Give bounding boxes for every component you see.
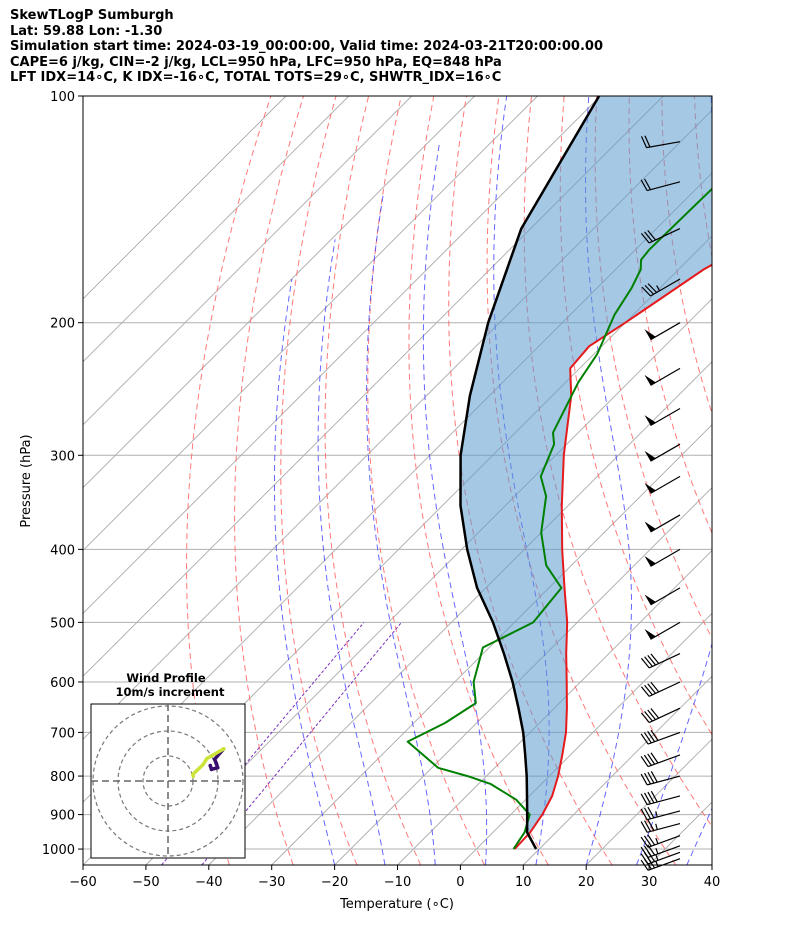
wind-barb xyxy=(640,135,681,149)
y-tick-label: 200 xyxy=(50,317,75,332)
wind-barb xyxy=(640,790,681,806)
axis-ticks: −60 −50 −40 −30 −20 −10 0 10 20 30 40 1000 900 800 700… xyxy=(42,90,720,890)
isotherm-line xyxy=(334,486,712,865)
isotherm-line xyxy=(83,96,287,300)
wind-barb xyxy=(644,407,681,427)
dry-adiabat xyxy=(324,96,422,865)
chart-header: SkewTLogP Sumburgh Lat: 59.88 Lon: -1.30… xyxy=(10,8,603,86)
isotherm-line xyxy=(83,96,475,489)
x-tick-label: −10 xyxy=(384,875,411,890)
wind-profile-inset: Wind Profile 10m/s increment xyxy=(90,671,246,859)
mixing-ratio-line xyxy=(201,622,402,865)
wind-barb xyxy=(644,548,681,567)
isotherm-line xyxy=(208,361,712,865)
wind-barb xyxy=(640,681,681,697)
x-tick-label: −20 xyxy=(321,875,348,890)
y-tick-label: 300 xyxy=(50,449,75,464)
wind-barb xyxy=(641,278,681,297)
y-tick-label: 500 xyxy=(50,616,75,631)
wind-barb xyxy=(640,834,681,848)
x-tick-label: 20 xyxy=(578,875,595,890)
wind-barb xyxy=(640,178,681,192)
x-tick-label: −60 xyxy=(69,875,96,890)
dewpoint-profile-line xyxy=(406,187,712,850)
wind-barb xyxy=(644,514,681,533)
title-location: Lat: 59.88 Lon: -1.30 xyxy=(10,23,163,39)
x-tick-label: 10 xyxy=(515,875,532,890)
wind-barb xyxy=(640,771,681,786)
title-indices: LFT IDX=14∘C, K IDX=-16∘C, TOTAL TOTS=29… xyxy=(10,70,502,86)
x-tick-label: 40 xyxy=(704,875,721,890)
dry-adiabat xyxy=(760,96,794,865)
title-station: SkewTLogP Sumburgh xyxy=(10,8,174,23)
wind-barb xyxy=(640,819,681,833)
y-tick-label: 900 xyxy=(50,809,75,824)
dry-adiabat xyxy=(367,96,485,865)
x-axis-label: Temperature (∘C) xyxy=(339,897,454,912)
wind-barb xyxy=(644,322,681,341)
y-tick-label: 800 xyxy=(50,770,75,785)
inset-title: Wind Profile xyxy=(126,671,206,685)
y-tick-label: 400 xyxy=(50,543,75,558)
wind-barb xyxy=(644,475,681,494)
hodograph-segment xyxy=(191,762,205,777)
wind-barb xyxy=(640,844,681,858)
isotherm-line xyxy=(711,864,712,865)
wind-barb xyxy=(644,587,681,606)
isotherm-line xyxy=(83,96,538,552)
isotherm-line xyxy=(83,96,413,426)
wind-barb xyxy=(644,367,681,386)
parcel-profile-line xyxy=(459,96,601,850)
dry-adiabat xyxy=(234,96,304,865)
x-tick-label: −50 xyxy=(132,875,159,890)
moist-adiabat xyxy=(422,141,488,865)
x-tick-label: −40 xyxy=(195,875,222,890)
wind-barb xyxy=(640,752,681,768)
cape-shaded-area xyxy=(460,96,712,833)
y-tick-label: 600 xyxy=(50,676,75,691)
title-cape: CAPE=6 j/kg, CIN=-2 j/kg, LCL=950 hPa, L… xyxy=(10,54,502,70)
dry-adiabat xyxy=(727,96,794,865)
y-tick-label: 1000 xyxy=(42,843,75,858)
x-tick-label: 0 xyxy=(456,875,464,890)
temperature-profile-line xyxy=(513,263,712,850)
dry-adiabat xyxy=(408,96,549,865)
moist-adiabat xyxy=(317,239,386,865)
y-tick-label: 100 xyxy=(50,90,75,105)
wind-barbs xyxy=(640,135,681,871)
wind-barb xyxy=(640,707,681,724)
profile-lines xyxy=(406,96,712,850)
isotherm-line xyxy=(460,612,712,865)
wind-barb xyxy=(640,729,681,745)
title-times: Simulation start time: 2024-03-19_00:00:… xyxy=(10,39,603,55)
isotherm-line xyxy=(271,424,712,865)
moist-adiabat xyxy=(274,278,336,865)
y-tick-label: 700 xyxy=(50,726,75,741)
x-tick-label: −30 xyxy=(258,875,285,890)
cape-shading xyxy=(460,96,712,833)
dry-adiabat xyxy=(559,96,712,736)
wind-barb xyxy=(644,443,681,462)
moist-adiabat xyxy=(584,96,632,865)
wind-barb xyxy=(640,228,681,244)
dry-adiabat xyxy=(594,96,712,640)
dry-adiabat xyxy=(661,96,712,415)
dry-adiabat xyxy=(280,96,358,865)
hodograph-segment xyxy=(205,747,226,761)
wind-barb xyxy=(640,652,681,669)
moist-adiabat xyxy=(366,194,436,865)
x-tick-label: 30 xyxy=(641,875,658,890)
dry-adiabat xyxy=(628,96,712,535)
isotherm-line xyxy=(83,96,350,363)
wind-barb xyxy=(644,621,681,640)
wind-barb xyxy=(640,806,681,821)
y-axis-label: Pressure (hPa) xyxy=(19,434,34,527)
inset-subtitle: 10m/s increment xyxy=(116,685,225,699)
isotherm-line xyxy=(83,96,601,615)
